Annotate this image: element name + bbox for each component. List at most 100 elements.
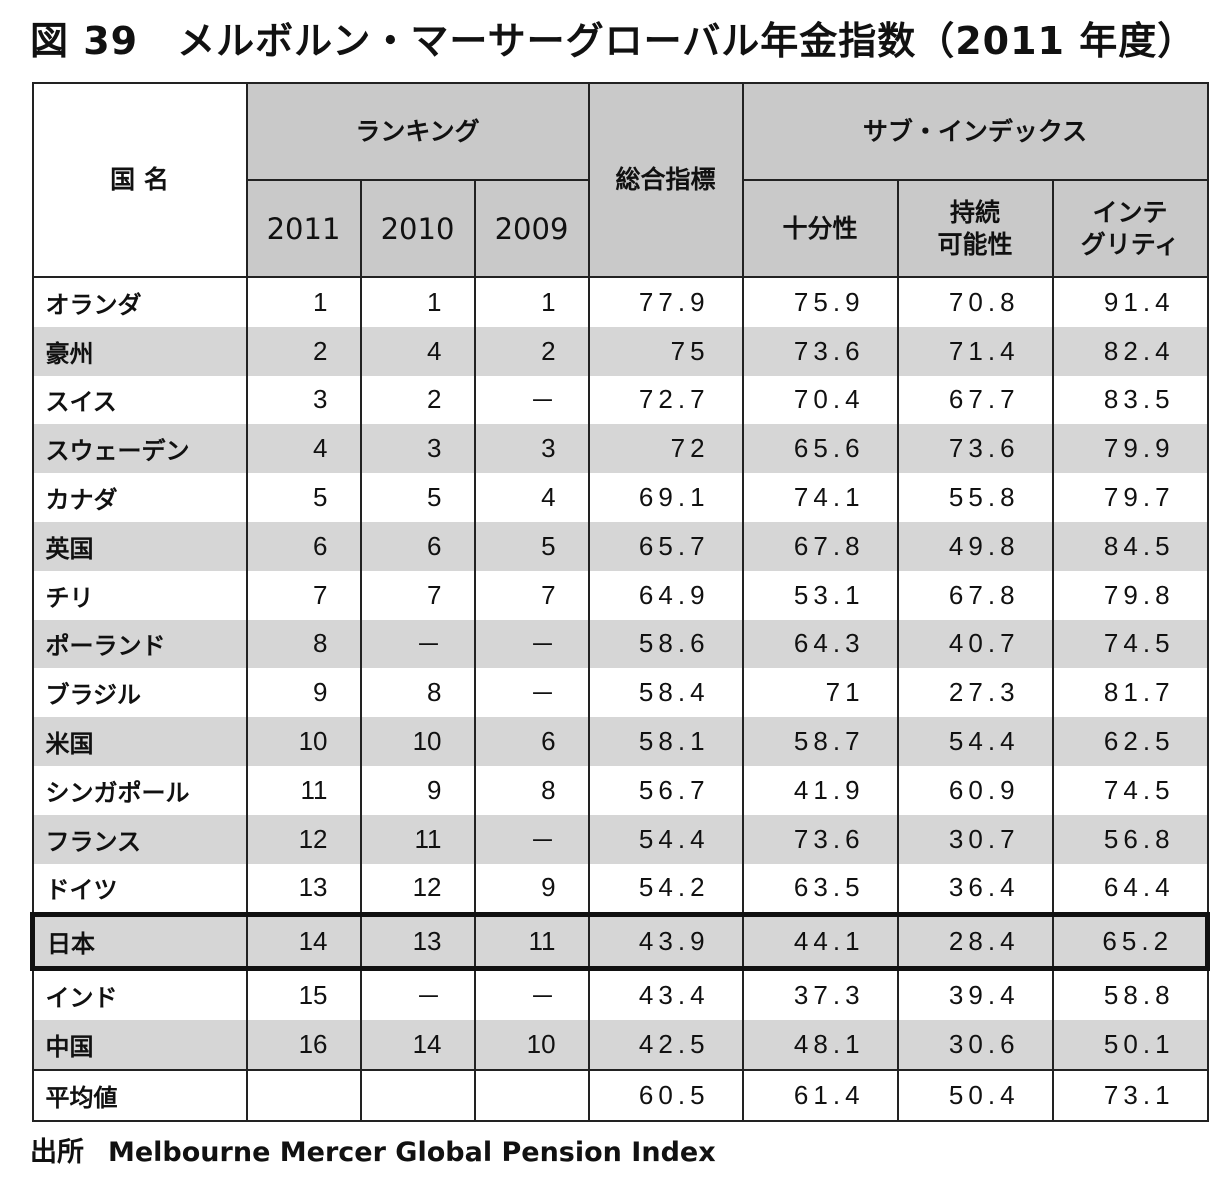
sustainability-cell: 60.9 [896,765,1054,815]
sustainability-cell: 70.8 [896,277,1054,327]
integrity-header: インテ グリティ [1051,179,1209,278]
country-cell: シンガポール [31,765,248,815]
total-index-cell: 64.9 [587,570,744,620]
rank-2009-cell: 5 [473,521,590,571]
integrity-cell: 82.4 [1051,326,1209,376]
sustainability-header-line-2: 可能性 [937,229,1013,259]
rank-2010-cell: 13 [359,912,476,972]
adequacy-cell: 61.4 [741,1068,899,1121]
total-index-cell: 54.2 [587,863,744,915]
year-header-2010: 2010 [359,179,476,278]
table-row: 英国 6 6 5 65.7 67.8 49.8 84.5 [31,521,1209,571]
sustainability-cell: 73.6 [896,424,1054,474]
country-cell: スウェーデン [31,424,248,474]
adequacy-cell: 65.6 [741,424,899,474]
rank-2010-cell: 14 [359,1019,476,1070]
sustainability-cell: 49.8 [896,521,1054,571]
rank-2009-cell: 2 [473,326,590,376]
table-row: ドイツ 13 12 9 54.2 63.5 36.4 64.4 [31,863,1209,915]
sustainability-cell: 36.4 [896,863,1054,915]
sustainability-header-line-1: 持続 [950,197,1001,227]
sustainability-cell: 71.4 [896,326,1054,376]
rank-2010-cell: 6 [359,521,476,571]
total-index-cell: 75 [587,326,744,376]
country-header: 国 名 [31,82,248,278]
rank-2011-cell: 8 [245,619,362,669]
rank-2010-cell: 5 [359,473,476,522]
table-row: 豪州 2 4 2 75 73.6 71.4 82.4 [31,326,1209,376]
rank-2011-cell: 5 [245,473,362,522]
rank-2009-cell: 7 [473,570,590,620]
source-text: Melbourne Mercer Global Pension Index [108,1137,716,1168]
rank-2011-cell: 4 [245,424,362,474]
rank-2009-cell: 1 [473,277,590,327]
country-cell: フランス [31,814,248,864]
table-row: フランス 12 11 － 54.4 73.6 30.7 56.8 [31,814,1209,864]
country-cell: チリ [31,570,248,620]
adequacy-cell: 37.3 [741,968,899,1020]
adequacy-header-line: 十分性 [782,213,858,243]
adequacy-cell: 74.1 [741,473,899,522]
rank-2010-cell: 11 [359,814,476,864]
year-header-2009: 2009 [473,179,590,278]
figure-title: 図 39 メルボルン・マーサーグローバル年金指数（2011 年度） [30,19,1197,63]
rank-2011-cell: 11 [245,765,362,815]
adequacy-cell: 71 [741,668,899,718]
adequacy-cell: 63.5 [741,863,899,915]
adequacy-cell: 44.1 [741,912,899,972]
total-index-cell: 54.4 [587,814,744,864]
sustainability-cell: 30.7 [896,814,1054,864]
table-body: オランダ 1 1 1 77.9 75.9 70.8 91.4 豪州 2 4 2 75 73.6 71.4 82… [30,277,1211,1121]
country-cell: ドイツ [31,863,248,915]
sustainability-cell: 67.7 [896,375,1054,425]
rank-2010-cell: － [359,619,476,669]
integrity-cell: 84.5 [1051,521,1209,571]
rank-2010-cell: 4 [359,326,476,376]
table-row: 中国 16 14 10 42.5 48.1 30.6 50.1 [31,1019,1209,1070]
table-row: ブラジル 9 8 － 58.4 71 27.3 81.7 [31,668,1209,718]
rank-2009-cell: 6 [473,717,590,766]
total-index-cell: 58.6 [587,619,744,669]
integrity-cell: 79.9 [1051,424,1209,474]
rank-2009-cell: 11 [473,912,590,972]
sustainability-cell: 28.4 [896,912,1054,972]
table-row: カナダ 5 5 4 69.1 74.1 55.8 79.7 [31,473,1209,522]
rank-2009-cell: 9 [473,863,590,915]
total-index-cell: 58.4 [587,668,744,718]
rank-2011-cell: 2 [245,326,362,376]
rank-2009-cell: － [473,375,590,425]
rank-2011-cell: 10 [245,717,362,766]
sub-index-header: サブ・インデックス [741,82,1209,181]
adequacy-cell: 70.4 [741,375,899,425]
rank-2009-cell: 8 [473,765,590,815]
sustainability-cell: 27.3 [896,668,1054,718]
rank-2010-cell: 8 [359,668,476,718]
integrity-cell: 79.8 [1051,570,1209,620]
rank-2010-cell: 2 [359,375,476,425]
total-index-cell: 65.7 [587,521,744,571]
adequacy-header: 十分性 [741,179,899,278]
integrity-cell: 81.7 [1051,668,1209,718]
rank-2011-cell: 3 [245,375,362,425]
pension-index-table: 国 名 ランキング 総合指標 サブ・インデックス 2011 2010 2009 … [30,82,1211,1122]
total-index-cell: 72.7 [587,375,744,425]
rank-2011-cell: 15 [245,968,362,1020]
total-index-cell: 72 [587,424,744,474]
integrity-cell: 58.8 [1051,968,1209,1020]
rank-2009-cell: － [473,619,590,669]
rank-2009-cell: 10 [473,1019,590,1070]
rank-2009-cell: － [473,668,590,718]
sustainability-cell: 54.4 [896,717,1054,766]
country-cell: 英国 [31,521,248,571]
country-cell: カナダ [31,473,248,522]
country-cell: オランダ [31,277,248,327]
total-index-cell: 77.9 [587,277,744,327]
adequacy-cell: 53.1 [741,570,899,620]
integrity-cell: 74.5 [1051,765,1209,815]
source-label: 出所 [30,1137,84,1168]
adequacy-cell: 75.9 [741,277,899,327]
country-cell: インド [31,968,248,1020]
integrity-cell: 56.8 [1051,814,1209,864]
rank-2011-cell: 6 [245,521,362,571]
total-index-cell: 56.7 [587,765,744,815]
